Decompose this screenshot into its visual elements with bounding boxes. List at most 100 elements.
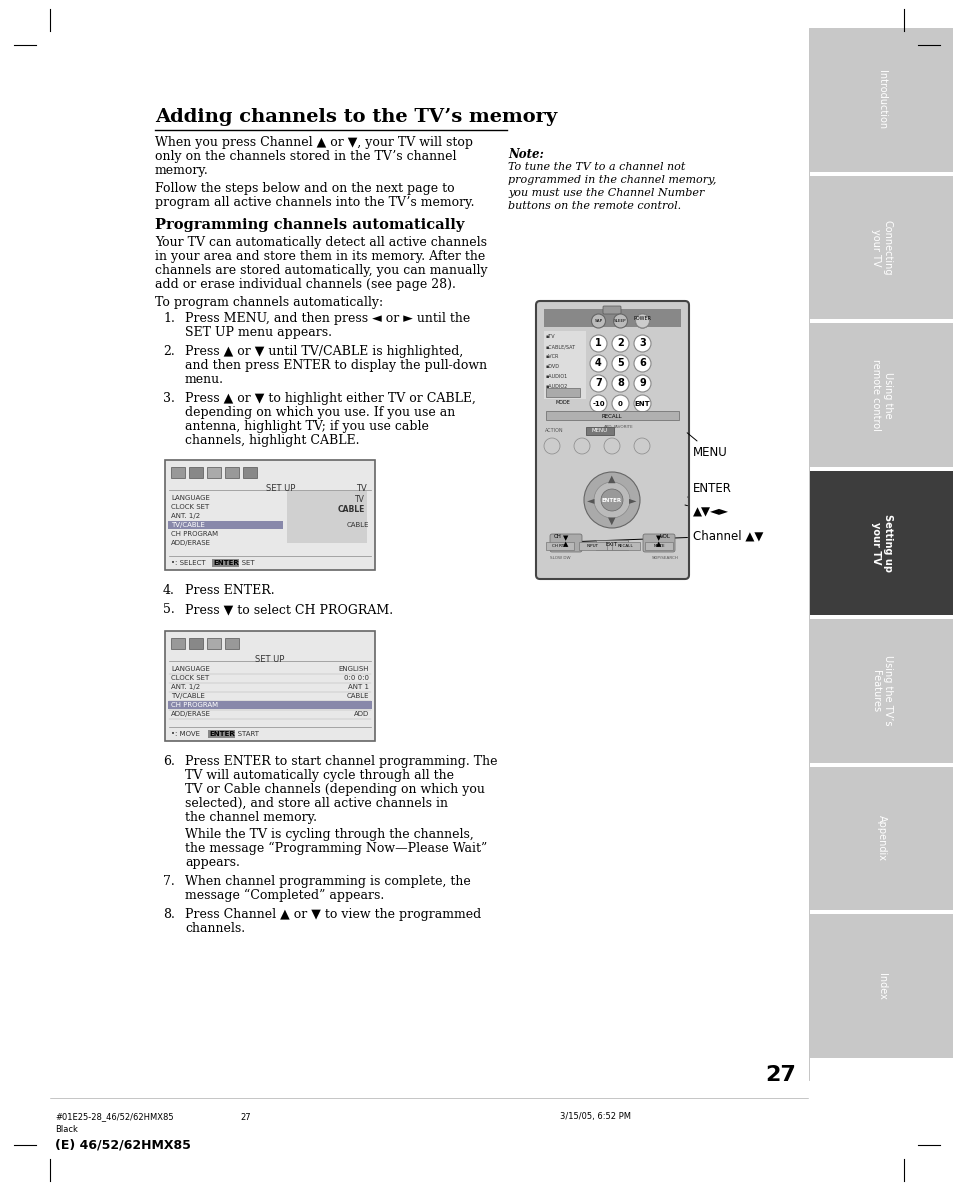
Circle shape bbox=[612, 375, 628, 392]
Text: Adding channels to the TV’s memory: Adding channels to the TV’s memory bbox=[154, 108, 557, 126]
Bar bbox=[207, 467, 221, 478]
Text: TV: TV bbox=[355, 484, 367, 493]
Text: : SET: : SET bbox=[236, 560, 254, 566]
Text: ENTER: ENTER bbox=[687, 481, 731, 497]
Bar bbox=[287, 491, 366, 543]
Text: POWER: POWER bbox=[633, 316, 651, 320]
Circle shape bbox=[612, 355, 628, 372]
Text: Black: Black bbox=[55, 1125, 78, 1135]
Text: SET UP: SET UP bbox=[255, 655, 284, 665]
Bar bbox=[189, 638, 203, 649]
Circle shape bbox=[583, 472, 639, 528]
Bar bbox=[543, 331, 585, 399]
Bar bbox=[165, 631, 375, 741]
Text: APD: APD bbox=[603, 425, 612, 429]
Text: TV/CABLE: TV/CABLE bbox=[171, 522, 205, 528]
Text: 7.: 7. bbox=[163, 875, 174, 888]
Bar bbox=[165, 460, 375, 570]
Circle shape bbox=[574, 438, 589, 454]
Text: 4: 4 bbox=[595, 358, 601, 368]
Text: CH PROGRAM: CH PROGRAM bbox=[171, 531, 218, 537]
Bar bbox=[644, 542, 672, 550]
Circle shape bbox=[634, 438, 649, 454]
Circle shape bbox=[635, 314, 649, 328]
Text: 27: 27 bbox=[240, 1112, 251, 1122]
Circle shape bbox=[600, 490, 622, 511]
Circle shape bbox=[589, 355, 606, 372]
Circle shape bbox=[543, 438, 559, 454]
Text: ▪VCR: ▪VCR bbox=[545, 355, 558, 360]
Text: ▼: ▼ bbox=[562, 535, 568, 541]
Text: ▲: ▲ bbox=[608, 474, 615, 484]
Text: -10: -10 bbox=[592, 400, 604, 406]
Circle shape bbox=[594, 482, 629, 518]
Text: 6.: 6. bbox=[163, 755, 174, 768]
Bar bbox=[171, 467, 185, 478]
Text: FAVORITE: FAVORITE bbox=[614, 425, 633, 429]
Circle shape bbox=[612, 335, 628, 353]
Text: 5.: 5. bbox=[163, 603, 174, 616]
Text: programmed in the channel memory,: programmed in the channel memory, bbox=[507, 175, 716, 185]
Text: ADD/ERASE: ADD/ERASE bbox=[171, 711, 211, 717]
Text: in your area and store them in its memory. After the: in your area and store them in its memor… bbox=[154, 250, 485, 263]
Text: buttons on the remote control.: buttons on the remote control. bbox=[507, 201, 680, 211]
Text: To program channels automatically:: To program channels automatically: bbox=[154, 297, 383, 308]
Circle shape bbox=[613, 314, 627, 328]
Text: SLOW DW: SLOW DW bbox=[549, 556, 570, 560]
Bar bbox=[809, 767, 953, 910]
Text: When you press Channel ▲ or ▼, your TV will stop: When you press Channel ▲ or ▼, your TV w… bbox=[154, 136, 473, 149]
Text: •: MOVE: •: MOVE bbox=[171, 731, 204, 737]
Text: ACTION: ACTION bbox=[544, 428, 563, 432]
Text: program all active channels into the TV’s memory.: program all active channels into the TV’… bbox=[154, 197, 474, 208]
Text: ▼: ▼ bbox=[656, 535, 661, 541]
Text: EXIT: EXIT bbox=[605, 542, 618, 548]
Circle shape bbox=[635, 314, 649, 328]
Text: TV will automatically cycle through all the: TV will automatically cycle through all … bbox=[185, 769, 454, 782]
Text: 8: 8 bbox=[617, 379, 623, 388]
Text: MUTE: MUTE bbox=[653, 544, 664, 548]
Text: SAP: SAP bbox=[594, 319, 602, 323]
Text: add or erase individual channels (see page 28).: add or erase individual channels (see pa… bbox=[154, 278, 456, 291]
Circle shape bbox=[589, 335, 606, 353]
Text: : START: : START bbox=[233, 731, 258, 737]
Bar bbox=[596, 540, 627, 550]
Text: ENGLISH: ENGLISH bbox=[338, 666, 369, 672]
Circle shape bbox=[589, 375, 606, 392]
Circle shape bbox=[634, 395, 650, 412]
Text: ▪DVD: ▪DVD bbox=[545, 364, 559, 369]
Text: 3.: 3. bbox=[163, 392, 174, 405]
Bar bbox=[809, 29, 953, 172]
Text: 27: 27 bbox=[764, 1065, 795, 1085]
Text: Press ENTER to start channel programming. The: Press ENTER to start channel programming… bbox=[185, 755, 497, 768]
Text: ▪TV: ▪TV bbox=[545, 335, 555, 339]
Circle shape bbox=[634, 335, 650, 353]
Text: #01E25-28_46/52/62HMX85: #01E25-28_46/52/62HMX85 bbox=[55, 1112, 173, 1122]
Text: 1: 1 bbox=[595, 338, 601, 349]
Text: channels.: channels. bbox=[185, 922, 245, 935]
Text: CLOCK SET: CLOCK SET bbox=[171, 675, 209, 681]
Text: Press ▲ or ▼ until TV/CABLE is highlighted,: Press ▲ or ▼ until TV/CABLE is highlight… bbox=[185, 345, 463, 358]
Text: •: SELECT: •: SELECT bbox=[171, 560, 210, 566]
Text: the channel memory.: the channel memory. bbox=[185, 811, 316, 824]
Circle shape bbox=[634, 375, 650, 392]
Text: LANGUAGE: LANGUAGE bbox=[171, 495, 210, 501]
Text: CABLE: CABLE bbox=[346, 522, 369, 528]
Text: ENTER: ENTER bbox=[601, 498, 621, 503]
Text: ADD: ADD bbox=[354, 711, 369, 717]
Text: 3/15/05, 6:52 PM: 3/15/05, 6:52 PM bbox=[559, 1112, 630, 1122]
Text: 0:0 0:0: 0:0 0:0 bbox=[344, 675, 369, 681]
Bar bbox=[545, 542, 574, 550]
Circle shape bbox=[634, 355, 650, 372]
Text: RECALL: RECALL bbox=[618, 544, 633, 548]
Bar bbox=[809, 619, 953, 762]
Bar bbox=[225, 467, 239, 478]
Bar bbox=[207, 638, 221, 649]
Text: Index: Index bbox=[876, 973, 886, 999]
Text: RECALL: RECALL bbox=[601, 413, 621, 418]
Text: TV: TV bbox=[355, 495, 365, 505]
Text: MENU: MENU bbox=[591, 429, 607, 434]
Text: Programming channels automatically: Programming channels automatically bbox=[154, 218, 464, 232]
Circle shape bbox=[603, 438, 619, 454]
Text: Connecting
your TV: Connecting your TV bbox=[870, 220, 892, 275]
Bar bbox=[545, 411, 679, 420]
